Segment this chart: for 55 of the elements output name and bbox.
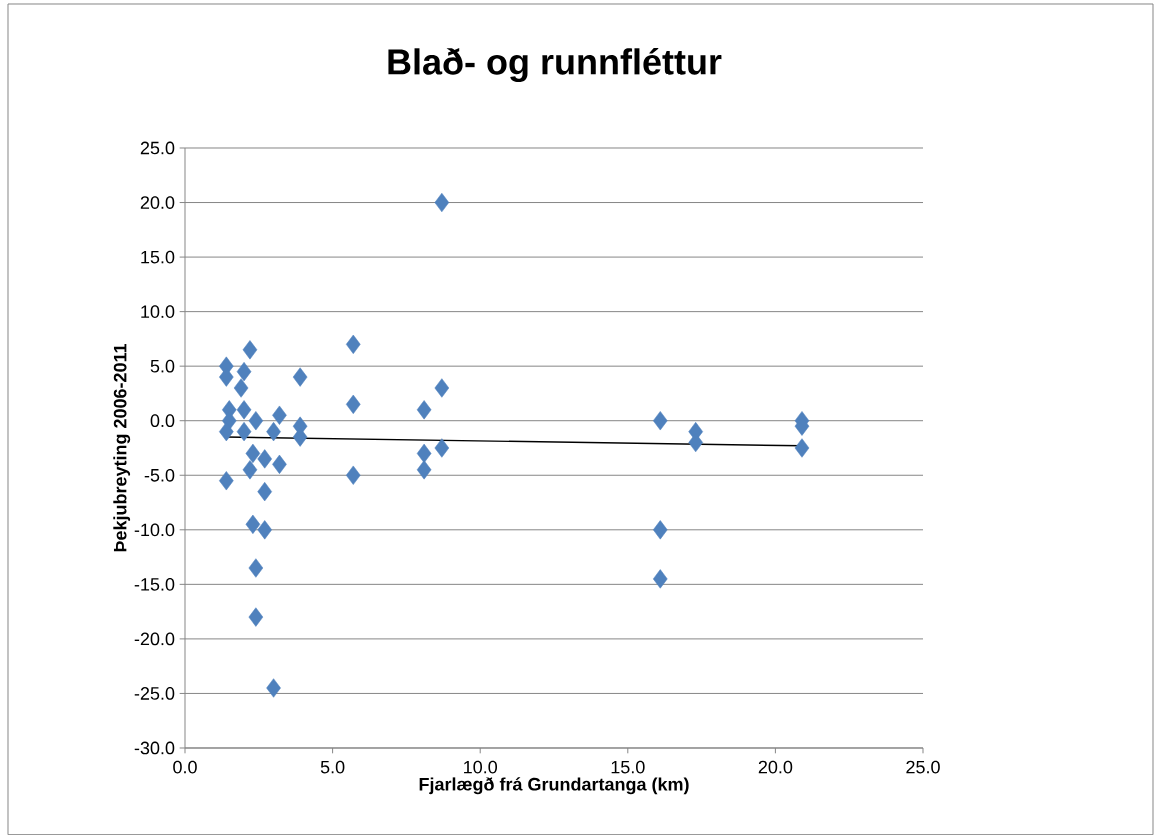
- point: [434, 192, 450, 213]
- x-tick-label: 0.0: [173, 760, 197, 774]
- point: [219, 421, 234, 442]
- point: [242, 460, 258, 480]
- point: [245, 514, 261, 534]
- y-tick-label: -10.0: [134, 523, 175, 537]
- x-tick-label: 10.0: [464, 760, 498, 774]
- point: [245, 443, 261, 463]
- point: [257, 481, 272, 502]
- point: [248, 411, 264, 431]
- point: [248, 558, 264, 578]
- point: [242, 340, 258, 360]
- point: [346, 334, 361, 354]
- point: [434, 378, 450, 398]
- y-tick-label: -20.0: [134, 632, 175, 646]
- y-tick-label: -30.0: [134, 741, 175, 755]
- point: [236, 421, 252, 442]
- point: [434, 438, 450, 458]
- y-axis-title: Þekjubreyting 2006-2011: [113, 343, 131, 552]
- point: [266, 678, 281, 698]
- y-tick-label: 5.0: [150, 359, 175, 373]
- y-tick-label: -15.0: [134, 577, 175, 591]
- x-tick-label: 15.0: [611, 760, 645, 774]
- point: [653, 569, 668, 589]
- point: [236, 361, 252, 382]
- point: [653, 520, 668, 540]
- y-tick-label: 10.0: [141, 305, 175, 318]
- point: [272, 405, 287, 425]
- point: [653, 411, 668, 431]
- point: [219, 471, 234, 491]
- y-tick-label: 15.0: [141, 250, 175, 264]
- point: [266, 421, 281, 442]
- point: [257, 520, 272, 540]
- point: [272, 454, 287, 474]
- point: [416, 460, 432, 480]
- point: [346, 394, 361, 414]
- y-tick-label: 0.0: [150, 414, 175, 427]
- x-tick-label: 25.0: [906, 760, 940, 774]
- x-axis-title: Fjarlægð frá Grundartanga (km): [419, 777, 689, 795]
- point: [416, 400, 432, 420]
- y-tick-label: 20.0: [140, 196, 175, 209]
- x-tick-label: 5.0: [320, 760, 345, 774]
- point: [248, 607, 264, 627]
- point: [794, 438, 810, 458]
- point: [257, 449, 272, 469]
- point: [236, 400, 252, 420]
- point: [416, 443, 432, 463]
- x-tick-label: 20.0: [758, 760, 793, 774]
- point: [233, 378, 249, 398]
- y-tick-label: -5.0: [144, 468, 175, 482]
- chart-title: Blað- og runnfléttur: [388, 47, 722, 82]
- y-tick-label: 25.0: [140, 141, 175, 155]
- point: [346, 465, 361, 485]
- point: [292, 367, 308, 387]
- y-tick-label: -25.0: [134, 687, 175, 700]
